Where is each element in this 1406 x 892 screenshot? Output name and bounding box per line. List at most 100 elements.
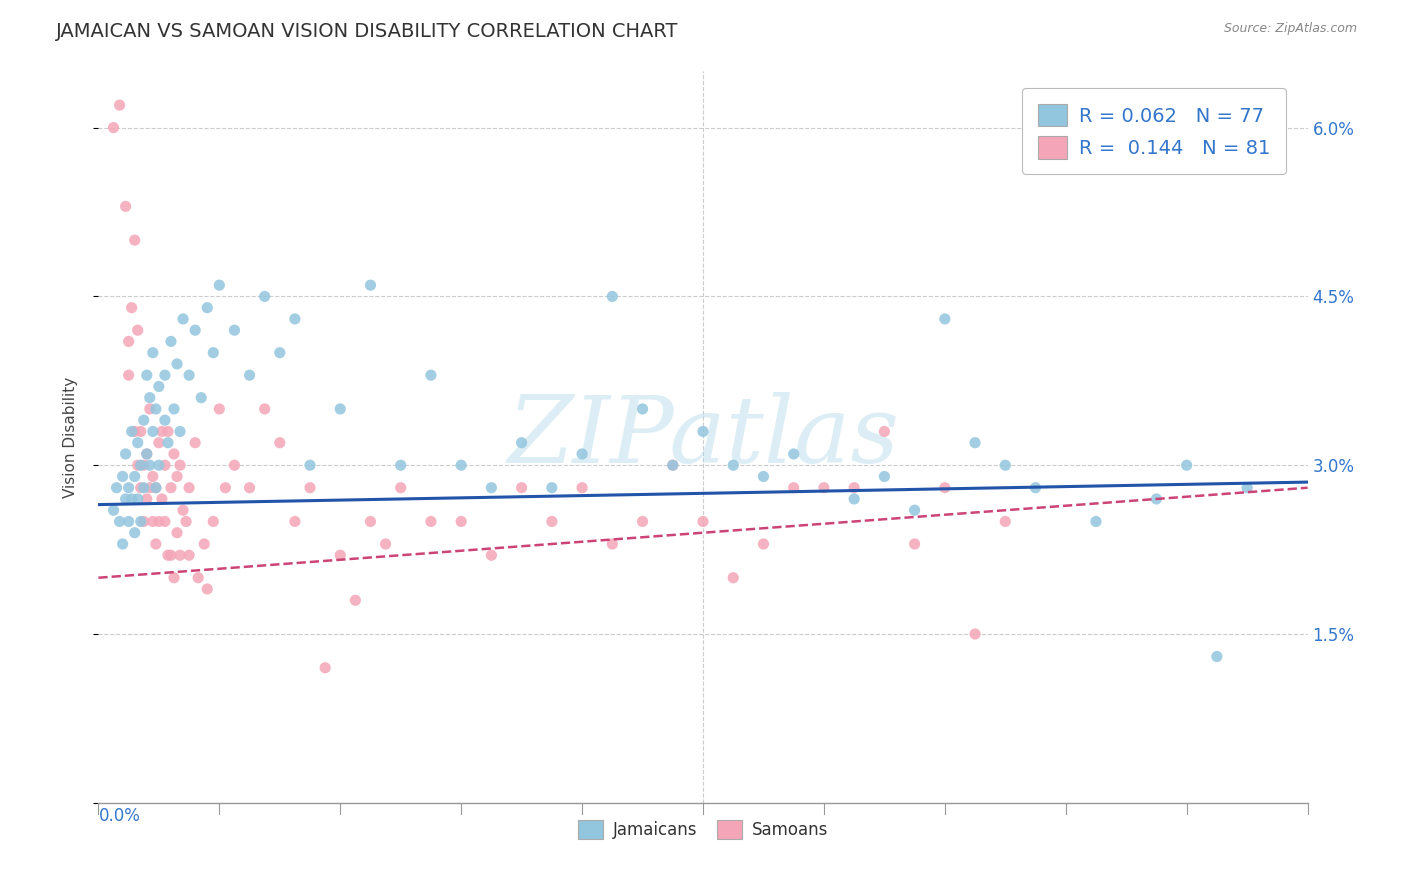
- Point: [135, 447, 157, 461]
- Point: [127, 323, 149, 337]
- Point: [631, 401, 654, 416]
- Point: [145, 481, 167, 495]
- Point: [510, 481, 533, 495]
- Point: [661, 458, 683, 473]
- Point: [145, 537, 167, 551]
- Point: [873, 469, 896, 483]
- Point: [994, 458, 1017, 473]
- Point: [934, 312, 956, 326]
- Point: [114, 199, 136, 213]
- Point: [692, 425, 714, 439]
- Point: [631, 515, 654, 529]
- Point: [965, 435, 987, 450]
- Point: [187, 571, 209, 585]
- Point: [153, 368, 176, 383]
- Point: [169, 458, 191, 473]
- Point: [269, 435, 291, 450]
- Point: [132, 515, 155, 529]
- Point: [1206, 649, 1229, 664]
- Point: [602, 289, 624, 303]
- Point: [118, 334, 141, 349]
- Point: [481, 481, 503, 495]
- Point: [299, 481, 322, 495]
- Point: [994, 515, 1017, 529]
- Point: [253, 401, 276, 416]
- Point: [124, 525, 146, 540]
- Point: [142, 515, 165, 529]
- Point: [160, 334, 183, 349]
- Point: [420, 515, 443, 529]
- Point: [193, 537, 215, 551]
- Point: [360, 515, 382, 529]
- Point: [129, 481, 152, 495]
- Point: [253, 289, 276, 303]
- Point: [195, 301, 218, 315]
- Point: [420, 368, 443, 383]
- Point: [329, 548, 352, 562]
- Point: [150, 491, 173, 506]
- Point: [602, 537, 624, 551]
- Point: [118, 368, 141, 383]
- Point: [132, 458, 155, 473]
- Point: [314, 661, 336, 675]
- Point: [1236, 481, 1258, 495]
- Point: [121, 301, 143, 315]
- Point: [284, 515, 307, 529]
- Legend: Jamaicans, Samoans: Jamaicans, Samoans: [571, 814, 835, 846]
- Text: 0.0%: 0.0%: [98, 807, 141, 825]
- Point: [1024, 481, 1046, 495]
- Point: [783, 481, 806, 495]
- Point: [190, 391, 212, 405]
- Point: [1144, 491, 1167, 506]
- Point: [124, 425, 146, 439]
- Point: [103, 503, 125, 517]
- Point: [127, 458, 149, 473]
- Point: [121, 491, 143, 506]
- Point: [105, 481, 128, 495]
- Point: [169, 548, 191, 562]
- Point: [118, 481, 141, 495]
- Point: [329, 401, 352, 416]
- Point: [142, 469, 165, 483]
- Text: JAMAICAN VS SAMOAN VISION DISABILITY CORRELATION CHART: JAMAICAN VS SAMOAN VISION DISABILITY COR…: [56, 22, 679, 41]
- Point: [813, 481, 835, 495]
- Point: [844, 481, 866, 495]
- Point: [153, 413, 176, 427]
- Point: [344, 593, 367, 607]
- Point: [179, 548, 201, 562]
- Point: [103, 120, 125, 135]
- Point: [224, 458, 246, 473]
- Point: [873, 425, 896, 439]
- Point: [135, 368, 157, 383]
- Point: [148, 515, 170, 529]
- Point: [156, 425, 179, 439]
- Point: [121, 425, 143, 439]
- Point: [169, 425, 191, 439]
- Text: ZIPatlas: ZIPatlas: [508, 392, 898, 482]
- Point: [139, 391, 162, 405]
- Point: [139, 481, 162, 495]
- Point: [163, 447, 186, 461]
- Point: [723, 571, 745, 585]
- Point: [195, 582, 218, 596]
- Point: [389, 481, 412, 495]
- Point: [540, 481, 562, 495]
- Point: [284, 312, 307, 326]
- Point: [540, 515, 562, 529]
- Point: [450, 515, 472, 529]
- Point: [163, 571, 186, 585]
- Point: [139, 401, 162, 416]
- Point: [904, 537, 927, 551]
- Point: [127, 491, 149, 506]
- Point: [139, 458, 162, 473]
- Point: [239, 481, 262, 495]
- Point: [166, 357, 188, 371]
- Point: [135, 491, 157, 506]
- Point: [389, 458, 412, 473]
- Point: [166, 525, 188, 540]
- Point: [1175, 458, 1198, 473]
- Point: [510, 435, 533, 450]
- Point: [224, 323, 246, 337]
- Point: [153, 458, 176, 473]
- Point: [450, 458, 472, 473]
